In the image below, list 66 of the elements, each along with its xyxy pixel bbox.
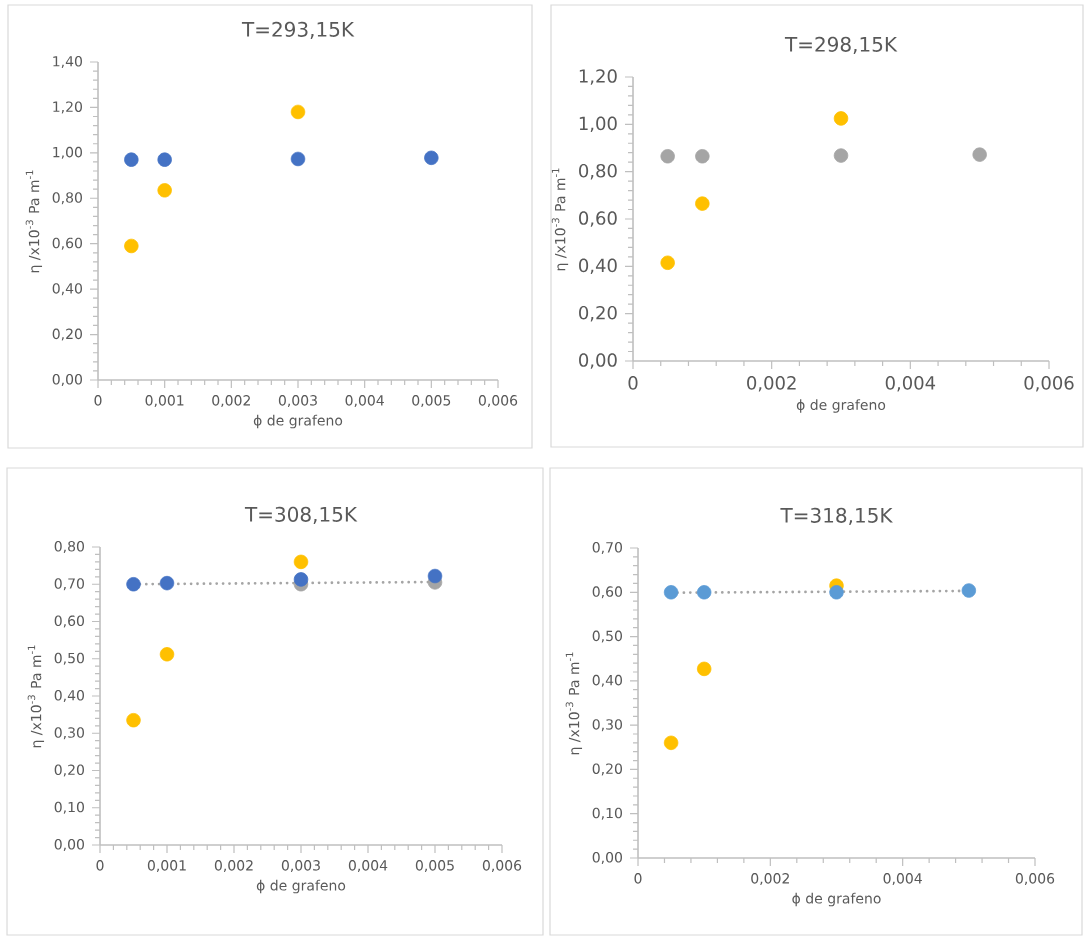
y-tick-label: 0,40: [52, 283, 82, 296]
y-tick-label: 0,80: [54, 540, 84, 553]
x-axis-title: ϕ de grafeno: [253, 414, 343, 429]
y-axis-title: η /x10$^{-3}$ Pa m$^{-1}$: [27, 645, 45, 748]
y-tick-label: 0,60: [592, 586, 622, 599]
y-axis-title: η /x10$^{-3}$ Pa m$^{-1}$: [25, 170, 43, 273]
y-tick-label: 0,20: [592, 763, 622, 776]
x-tick-label: 0,006: [1015, 873, 1055, 886]
x-tick-label: 0,001: [147, 860, 186, 873]
x-tick-label: 0,006: [1024, 376, 1074, 392]
y-tick-label: 1,40: [53, 55, 82, 68]
y-tick-label: 0,80: [52, 192, 82, 205]
y-tick-label: 0,00: [52, 373, 82, 386]
y-tick-label: 0,40: [579, 258, 617, 275]
y-tick-label: 0,30: [592, 719, 622, 732]
x-tick-label: 0: [634, 873, 642, 884]
y-tick-label: 1,00: [579, 116, 617, 133]
x-tick-label: 0,002: [212, 395, 250, 408]
x-tick-label: 0,005: [415, 860, 454, 873]
y-tick-label: 0,70: [54, 578, 84, 591]
y-tick-label: 1,00: [53, 146, 82, 159]
y-tick-label: 0,50: [54, 652, 84, 665]
x-tick-label: 0,002: [214, 860, 253, 873]
y-tick-label: 0,10: [592, 807, 622, 820]
x-tick-label: 0,002: [751, 873, 789, 886]
y-tick-label: 0,80: [579, 163, 617, 180]
y-tick-label: 0,60: [579, 211, 617, 227]
y-tick-label: 0,20: [52, 328, 82, 341]
y-tick-label: 0,70: [592, 542, 622, 555]
y-tick-label: 0,00: [592, 851, 622, 864]
y-tick-label: 0,40: [592, 674, 622, 687]
y-tick-label: 1,20: [53, 101, 82, 114]
chart-title: T=308,15K: [244, 506, 358, 524]
y-tick-label: 0,40: [54, 689, 84, 702]
x-tick-label: 0,002: [747, 376, 796, 392]
x-axis-title: ϕ de grafeno: [792, 892, 881, 907]
y-tick-label: 0,00: [579, 353, 617, 369]
x-tick-label: 0: [96, 860, 104, 871]
x-tick-label: 0,006: [478, 395, 518, 408]
x-tick-label: 0,004: [885, 376, 936, 392]
y-tick-label: 0,60: [52, 237, 82, 250]
y-axis-title: η /x10$^{-3}$ Pa m$^{-1}$: [551, 168, 569, 271]
x-tick-label: 0,005: [412, 395, 451, 408]
chart-title: T=293,15K: [241, 21, 355, 39]
chart-title: T=318,15K: [780, 507, 893, 525]
x-tick-label: 0,006: [482, 860, 522, 873]
chart-title: T=298,15K: [784, 36, 898, 54]
x-tick-label: 0,004: [883, 873, 922, 886]
y-axis-title: η /x10$^{-3}$ Pa m$^{-1}$: [565, 652, 583, 755]
x-tick-label: 0: [94, 395, 102, 406]
y-tick-label: 0,10: [54, 801, 84, 814]
y-tick-label: 0,30: [54, 727, 84, 740]
x-axis-title: ϕ de grafeno: [796, 399, 886, 413]
y-tick-label: 0,20: [579, 305, 617, 322]
x-tick-label: 0,003: [278, 395, 317, 408]
y-tick-label: 1,20: [579, 69, 617, 85]
x-tick-label: 0,003: [281, 860, 320, 873]
x-axis-title: ϕ de grafeno: [256, 879, 346, 894]
x-tick-label: 0,004: [348, 860, 388, 873]
x-tick-label: 0: [628, 376, 638, 390]
y-tick-label: 0,50: [592, 630, 622, 643]
x-tick-label: 0,001: [145, 395, 184, 408]
y-tick-label: 0,20: [54, 764, 84, 777]
y-tick-label: 0,00: [54, 838, 84, 851]
x-tick-label: 0,004: [345, 395, 384, 408]
y-tick-label: 0,60: [54, 615, 84, 628]
